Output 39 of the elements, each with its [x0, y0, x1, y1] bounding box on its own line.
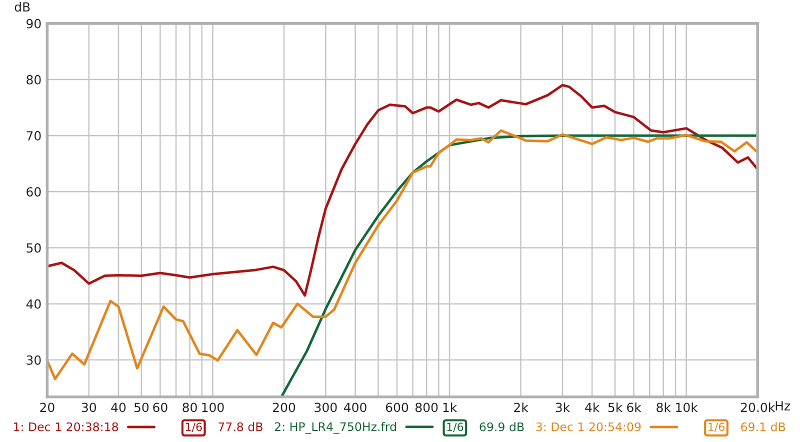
x-tick-label: 80: [182, 402, 197, 412]
text: 1/6: [447, 422, 464, 432]
y-tick-label: 30: [26, 355, 41, 365]
legend-label: 2: HP_LR4_750Hz.frd: [274, 422, 396, 434]
y-tick-label: 90: [26, 18, 41, 28]
text: 77.8 dB: [218, 422, 262, 432]
x-tick-label: 300: [314, 402, 337, 412]
x-tick-label: 3k: [556, 402, 570, 412]
y-tick-label: 50: [26, 243, 41, 253]
legend-label: 1: Dec 1 20:38:18: [14, 422, 118, 432]
x-tick-label: 30: [82, 402, 96, 412]
x-tick-label: 200: [272, 402, 296, 412]
y-axis-title: dB: [14, 2, 30, 12]
x-tick-label: 800: [415, 402, 438, 412]
x-tick-label: 5k: [608, 402, 623, 412]
x-tick-label: 50: [134, 402, 149, 412]
x-tick-label: 20.0k: [740, 402, 776, 412]
legend-label: 3: Dec 1 20:54:09: [536, 422, 641, 432]
x-tick-label: 1k: [443, 402, 458, 412]
x-tick-label: 4k: [585, 402, 600, 412]
x-tick-label: 6k: [627, 402, 642, 412]
y-tick-label: 70: [26, 131, 41, 141]
y-tick-label: 40: [26, 299, 41, 309]
x-tick-label: 600: [386, 402, 408, 412]
text: 69.1 dB: [741, 422, 786, 432]
x-tick-label: 8k: [656, 402, 671, 412]
text: 69.9 dB: [480, 422, 524, 432]
x-tick-label: 400: [344, 402, 366, 412]
text: 1/6: [708, 422, 725, 432]
x-tick-label: 60: [153, 402, 168, 412]
x-tick-label: 2k: [514, 402, 528, 412]
x-tick-label: 20: [40, 402, 54, 412]
y-tick-label: 60: [26, 187, 41, 197]
x-tick-label: 10k: [676, 402, 698, 412]
x-axis-title: Hz: [776, 401, 790, 410]
x-tick-label: 40: [111, 402, 126, 412]
y-tick-label: 80: [26, 74, 41, 84]
text: 1/6: [186, 422, 202, 432]
x-tick-label: 100: [202, 402, 224, 412]
